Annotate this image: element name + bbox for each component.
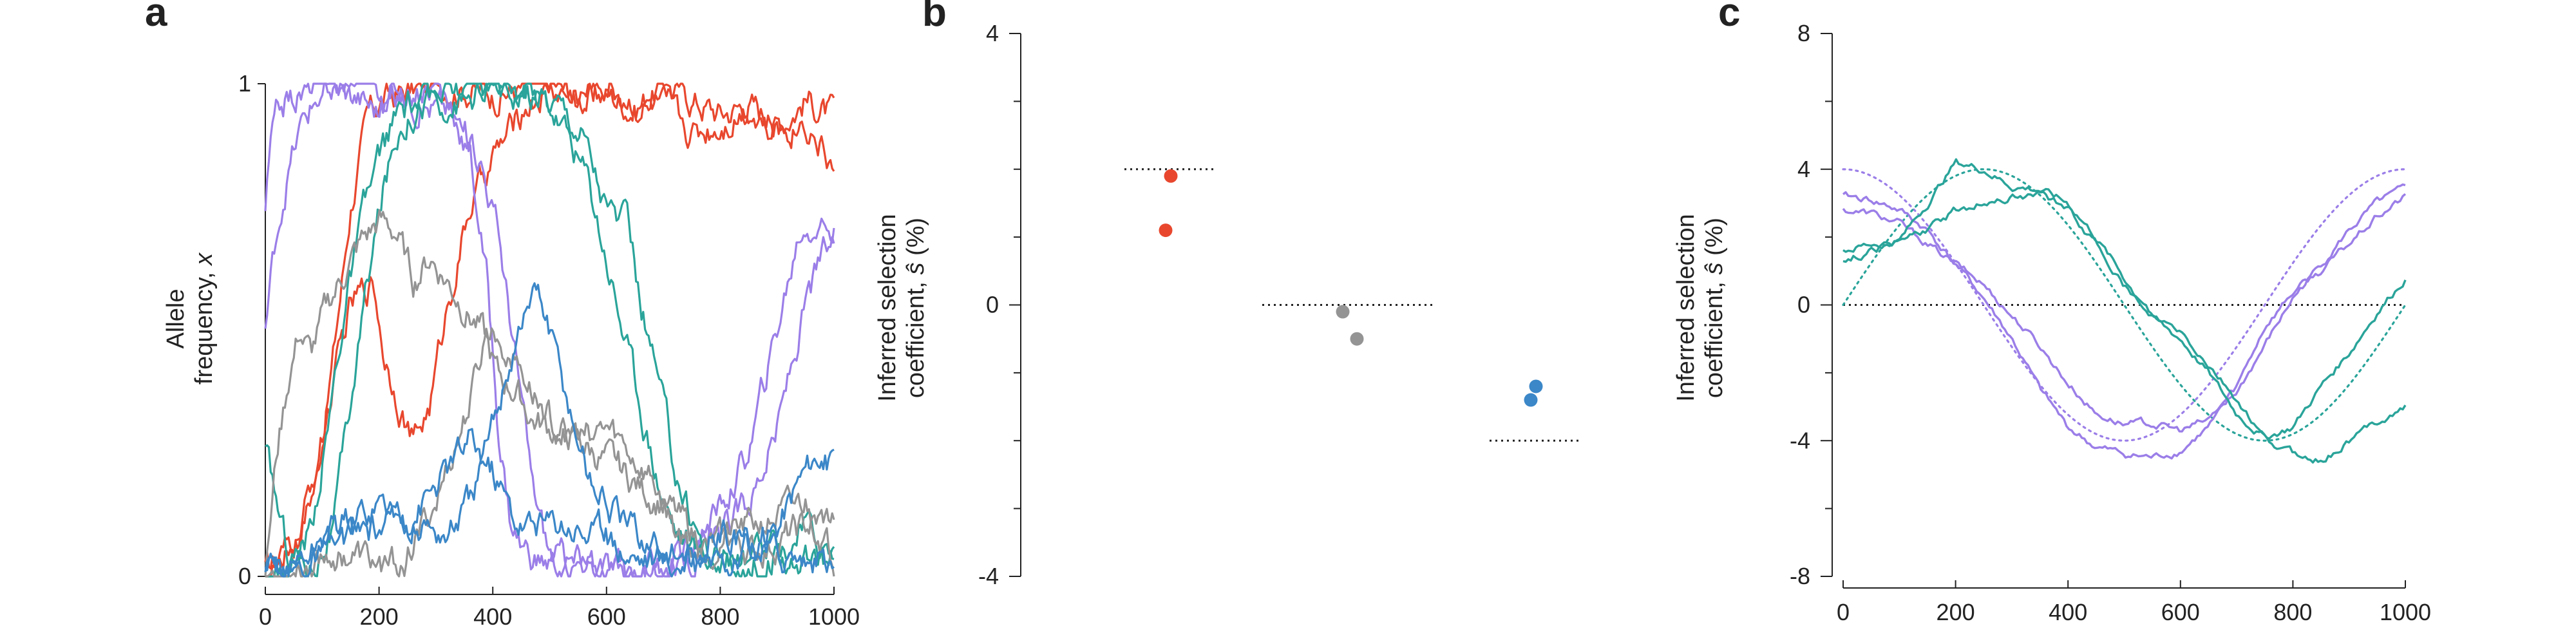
panel-a-xtick-label: 1000 xyxy=(808,603,860,630)
panel-b-ylabel-line1: Inferred selection xyxy=(874,214,901,402)
panel-c-ytick-label: 8 xyxy=(1797,20,1810,46)
panel-c-xtick-label: 400 xyxy=(2049,599,2087,625)
panel-a-xtick-label: 800 xyxy=(701,603,739,630)
panel-b-ytick-label: 0 xyxy=(986,292,999,318)
panel-b-point xyxy=(1524,393,1538,407)
panel-a-ytick-label: 1 xyxy=(238,70,251,97)
panel-c-ylabel-unit: (%) xyxy=(1701,218,1728,263)
panel-a-ylabel: Allele frequency, x xyxy=(162,252,218,384)
panel-c-series-line xyxy=(1842,193,2407,433)
panel-b: b Inferred selection coefficient, ŝ (%) … xyxy=(874,0,1582,589)
panel-a-ylabel-var: x xyxy=(191,252,218,267)
panel-b-ylabel-line2-text: coefficient, xyxy=(902,275,929,399)
panel-c-ytick-label: 4 xyxy=(1797,156,1810,182)
panel-a-series-line xyxy=(264,82,835,578)
panel-a-ylabel-line1: Allele xyxy=(162,289,189,349)
panel-letter-c: c xyxy=(1718,0,1740,35)
panel-c-ylabel-var: ŝ xyxy=(1701,263,1728,275)
panel-a-ytick-label: 0 xyxy=(238,563,251,589)
panel-b-ylabel-var: ŝ xyxy=(902,263,929,275)
panel-c-ylabel: Inferred selection coefficient, ŝ (%) xyxy=(1672,214,1728,402)
panel-b-point xyxy=(1350,332,1364,346)
panel-c-series-line xyxy=(1842,158,2407,440)
panel-c-xtick-label: 0 xyxy=(1837,599,1850,625)
panel-c-xtick-label: 600 xyxy=(2161,599,2200,625)
panel-b-ylabel-unit: (%) xyxy=(902,218,929,263)
panel-a: a Allele frequency, x 0 200 400 600 800 10000… xyxy=(145,0,860,630)
panel-a-series-line xyxy=(264,282,835,578)
panel-c-series xyxy=(1842,158,2407,464)
panel-a-series-line xyxy=(264,428,835,578)
panel-letter-a: a xyxy=(145,0,167,35)
panel-c-axes: -8 -4 0 4 8 0 200 400 600 800 1000 xyxy=(1790,20,2431,625)
panel-a-xtick-label: 400 xyxy=(473,603,512,630)
panel-c-ylabel-line2-text: coefficient, xyxy=(1701,275,1728,399)
panel-a-series-line xyxy=(264,209,835,577)
panel-a-series-line xyxy=(264,82,835,578)
panel-a-series-line xyxy=(265,82,835,578)
panel-b-points xyxy=(1124,168,1582,442)
panel-a-ylabel-line2: frequency, x xyxy=(191,252,218,384)
panel-c-ytick-label: -4 xyxy=(1790,427,1810,453)
panel-c-ylabel-line2: coefficient, ŝ (%) xyxy=(1701,218,1728,398)
panel-a-series-line xyxy=(265,82,835,578)
panel-b-ylabel-line2: coefficient, ŝ (%) xyxy=(902,218,929,398)
panel-a-xtick-label: 200 xyxy=(360,603,399,630)
panel-b-axes: -4 0 4 xyxy=(978,20,1021,589)
panel-c-xtick-label: 200 xyxy=(1937,599,1975,625)
panel-b-point xyxy=(1336,305,1350,319)
panel-a-series-line xyxy=(265,327,835,578)
panel-c-series-line xyxy=(1842,191,2407,464)
panel-c-xtick-label: 1000 xyxy=(2380,599,2431,625)
panel-b-point xyxy=(1159,223,1173,238)
panel-c-series-line xyxy=(1842,183,2406,460)
panel-b-ylabel: Inferred selection coefficient, ŝ (%) xyxy=(874,214,929,402)
panel-a-xtick-label: 600 xyxy=(587,603,626,630)
panel-a-ylabel-line2-text: frequency, xyxy=(191,265,218,384)
panel-a-axes: 0 200 400 600 800 1000 0 1 xyxy=(238,70,860,630)
panel-c-ytick-label: 0 xyxy=(1797,292,1810,318)
panel-letter-b: b xyxy=(922,0,947,35)
panel-b-point xyxy=(1164,169,1178,183)
panel-b-point xyxy=(1529,379,1543,393)
panel-b-ytick-label: 4 xyxy=(986,20,999,46)
panel-a-series xyxy=(264,82,835,578)
panel-b-ytick-label: -4 xyxy=(978,563,999,589)
panel-c-ylabel-line1: Inferred selection xyxy=(1672,214,1700,402)
panel-a-xtick-label: 0 xyxy=(259,603,272,630)
panel-c-true-curve xyxy=(1842,168,2407,442)
panel-c-xtick-label: 800 xyxy=(2273,599,2312,625)
panel-a-series-line xyxy=(264,82,835,571)
panel-c-ytick-label: -8 xyxy=(1790,563,1810,589)
panel-c: c Inferred selection coefficient, ŝ (%) … xyxy=(1672,0,2431,625)
